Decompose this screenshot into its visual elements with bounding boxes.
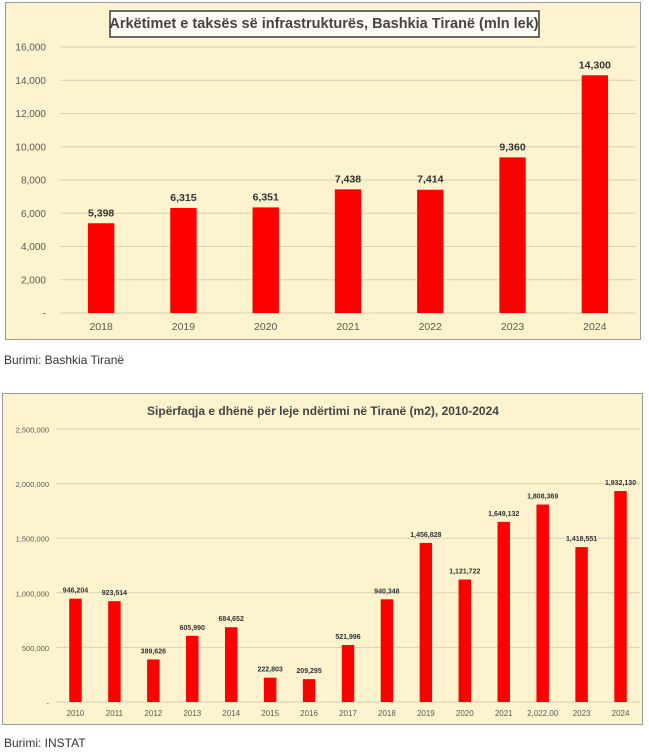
infra-tax-title: Arkëtimet e taksës së infrastrukturës, B… <box>109 16 538 32</box>
infra-tax-y-tick-label: 10,000 <box>15 142 46 153</box>
infra-tax-x-tick-label: 2019 <box>172 321 196 333</box>
permit-area-y-tick-label: 2,000,000 <box>16 480 49 489</box>
source-note-bashkia: Burimi: Bashkia Tiranë <box>4 353 125 367</box>
building-permit-area-chart-svg: Sipërfaqja e dhënë për leje ndërtimi në … <box>16 404 640 718</box>
permit-area-x-tick-label: 2011 <box>106 709 124 718</box>
permit-area-data-label: 1,932,130 <box>605 480 636 487</box>
infra-tax-plot: Arkëtimet e taksës së infrastrukturës, B… <box>15 10 636 333</box>
infra-tax-x-tick-label: 2018 <box>89 321 113 333</box>
permit-area-data-label: 1,121,722 <box>449 569 480 576</box>
infra-tax-y-tick-label: - <box>43 309 46 320</box>
permit-area-bar <box>380 599 394 702</box>
permit-area-x-tick-label: 2020 <box>456 709 474 718</box>
infra-tax-y-tick-label: 4,000 <box>21 242 46 253</box>
permit-area-data-label: 940,348 <box>374 588 399 595</box>
permit-area-x-tick-label: 2019 <box>417 709 435 718</box>
permit-area-bar <box>536 504 549 702</box>
permit-area-bar <box>186 635 199 702</box>
permit-area-data-label: 923,514 <box>102 590 127 597</box>
infra-tax-bar <box>499 157 526 313</box>
infra-tax-x-tick-label: 2022 <box>419 321 443 333</box>
infra-tax-data-label: 5,398 <box>88 207 114 219</box>
infrastructure-tax-chart: Arkëtimet e taksës së infrastrukturës, B… <box>5 2 641 340</box>
permit-area-y-tick-label: 500,000 <box>22 644 49 653</box>
infra-tax-x-tick-label: 2021 <box>336 321 360 333</box>
infra-tax-data-label: 14,300 <box>579 59 611 71</box>
permit-area-bar <box>419 542 433 702</box>
infra-tax-y-tick-label: 16,000 <box>15 43 46 54</box>
infra-tax-x-tick-label: 2023 <box>501 321 525 333</box>
source-note-instat: Burimi: INSTAT <box>4 736 86 750</box>
infra-tax-y-tick-label: 12,000 <box>15 109 46 120</box>
permit-area-bar <box>224 627 238 702</box>
permit-area-x-tick-label: 2018 <box>378 709 396 718</box>
infrastructure-tax-chart-svg: Arkëtimet e taksës së infrastrukturës, B… <box>15 10 636 333</box>
infra-tax-data-label: 6,351 <box>253 191 279 203</box>
permit-area-data-label: 605,990 <box>180 625 205 632</box>
infra-tax-y-tick-label: 14,000 <box>15 76 46 87</box>
infra-tax-data-label: 7,414 <box>417 174 443 186</box>
permit-area-bar <box>341 644 355 702</box>
infra-tax-bar <box>581 75 609 313</box>
permit-area-x-tick-label: 2021 <box>495 709 513 718</box>
infra-tax-x-tick-label: 2020 <box>254 321 278 333</box>
permit-area-bar <box>497 521 510 702</box>
permit-area-x-tick-label: 2,022.00 <box>527 709 559 718</box>
infra-tax-bar <box>252 207 279 313</box>
infra-tax-y-tick-label: 6,000 <box>21 209 46 220</box>
permit-area-x-tick-label: 2023 <box>573 709 591 718</box>
permit-area-bar <box>458 579 472 702</box>
infra-tax-data-label: 6,315 <box>170 192 196 204</box>
permit-area-y-tick-label: 2,500,000 <box>16 426 49 435</box>
permit-area-title: Sipërfaqja e dhënë për leje ndërtimi në … <box>147 404 499 418</box>
permit-area-bar <box>614 491 627 702</box>
permit-area-x-tick-label: 2014 <box>222 709 240 718</box>
infra-tax-x-tick-label: 2024 <box>583 321 607 333</box>
infra-tax-bar <box>170 208 197 313</box>
permit-area-data-label: 1,418,551 <box>566 536 597 543</box>
permit-area-x-tick-label: 2016 <box>300 709 318 718</box>
infra-tax-bar <box>334 189 362 313</box>
infra-tax-bar <box>87 223 115 313</box>
permit-area-data-label: 222,803 <box>257 667 282 674</box>
permit-area-data-label: 946,204 <box>63 588 88 595</box>
infra-tax-bar <box>417 189 444 313</box>
permit-area-bar <box>575 547 588 702</box>
permit-area-data-label: 521,996 <box>335 634 360 641</box>
permit-area-x-tick-label: 2024 <box>612 709 630 718</box>
infra-tax-y-tick-label: 2,000 <box>21 275 46 286</box>
permit-area-bar <box>108 601 121 702</box>
permit-area-bar <box>302 679 316 702</box>
permit-area-bar <box>263 677 277 702</box>
permit-area-x-tick-label: 2010 <box>67 709 85 718</box>
permit-area-data-label: 209,295 <box>296 668 321 675</box>
permit-area-y-tick-label: 1,500,000 <box>16 535 49 544</box>
permit-area-x-tick-label: 2015 <box>261 709 279 718</box>
permit-area-x-tick-label: 2013 <box>183 709 201 718</box>
building-permit-area-chart: Sipërfaqja e dhënë për leje ndërtimi në … <box>2 393 643 725</box>
permit-area-y-tick-label: - <box>47 699 50 708</box>
permit-area-data-label: 1,808,369 <box>527 494 558 501</box>
permit-area-x-tick-label: 2017 <box>339 709 357 718</box>
infra-tax-y-tick-label: 8,000 <box>21 176 46 187</box>
permit-area-data-label: 1,456,828 <box>410 532 441 539</box>
permit-area-y-tick-label: 1,000,000 <box>16 589 49 598</box>
permit-area-x-tick-label: 2012 <box>144 709 162 718</box>
permit-area-data-label: 389,626 <box>141 648 166 655</box>
infra-tax-title-box <box>109 10 540 38</box>
permit-area-plot: Sipërfaqja e dhënë për leje ndërtimi në … <box>16 404 640 718</box>
permit-area-data-label: 1,649,132 <box>488 511 519 518</box>
permit-area-bar <box>147 659 160 702</box>
infra-tax-data-label: 9,360 <box>499 141 525 153</box>
infra-tax-data-label: 7,438 <box>335 173 361 185</box>
permit-area-bar <box>69 598 82 702</box>
permit-area-data-label: 684,652 <box>219 616 244 623</box>
